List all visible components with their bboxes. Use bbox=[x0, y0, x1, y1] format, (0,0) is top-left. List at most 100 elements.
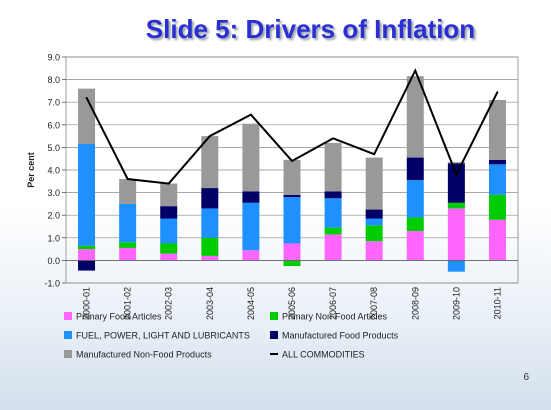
bar-manufactured-food-products bbox=[201, 188, 219, 209]
x-tick-label: 2000-01 bbox=[82, 287, 92, 320]
line-point bbox=[373, 153, 375, 155]
x-tick-label: 2009-10 bbox=[451, 287, 461, 320]
x-tick-label: 2005-06 bbox=[287, 287, 297, 320]
y-tick-label: 6.0 bbox=[47, 120, 60, 130]
bar-primary-non-food-articles bbox=[365, 225, 383, 242]
bar-manufactured-non-food-products bbox=[365, 157, 383, 210]
y-tick-label: 4.0 bbox=[47, 166, 60, 176]
bar-primary-non-food-articles bbox=[78, 245, 96, 250]
bar-manufactured-food-products bbox=[78, 260, 96, 271]
bar-primary-food-articles bbox=[406, 231, 424, 261]
bar-primary-non-food-articles bbox=[119, 242, 137, 248]
bar-manufactured-food-products bbox=[160, 206, 178, 219]
bar-primary-non-food-articles bbox=[447, 202, 465, 209]
bar-fuel-power-light-and-lubricants bbox=[283, 197, 301, 244]
slide-title: Slide 5: Drivers of Inflation bbox=[145, 14, 476, 44]
line-point bbox=[126, 178, 129, 180]
bar-manufactured-non-food-products bbox=[324, 142, 342, 192]
bar-fuel-power-light-and-lubricants bbox=[242, 202, 260, 251]
bar-manufactured-food-products bbox=[242, 191, 260, 203]
line-point bbox=[85, 96, 88, 99]
bar-primary-food-articles bbox=[447, 208, 465, 261]
bar-manufactured-food-products bbox=[324, 191, 342, 199]
bar-fuel-power-light-and-lubricants bbox=[406, 180, 424, 218]
bar-fuel-power-light-and-lubricants bbox=[324, 198, 342, 228]
bar-manufactured-non-food-products bbox=[78, 88, 96, 145]
page-number: 6 bbox=[523, 372, 529, 383]
legend-label: Manufactured Non-Food Products bbox=[76, 350, 212, 360]
bar-fuel-power-light-and-lubricants bbox=[447, 260, 465, 272]
bar-primary-food-articles bbox=[365, 241, 383, 261]
bar-primary-non-food-articles bbox=[283, 260, 301, 267]
bar-manufactured-non-food-products bbox=[119, 179, 137, 204]
line-point bbox=[167, 182, 170, 185]
line-point bbox=[209, 135, 211, 137]
x-tick-label: 2006-07 bbox=[328, 287, 338, 320]
bar-primary-non-food-articles bbox=[201, 237, 219, 256]
bar-manufactured-non-food-products bbox=[406, 76, 424, 158]
y-tick-label: 8.0 bbox=[47, 75, 60, 85]
legend-swatch bbox=[64, 331, 72, 339]
bar-primary-food-articles bbox=[283, 243, 301, 261]
bar-fuel-power-light-and-lubricants bbox=[488, 164, 506, 195]
x-tick-label: 2007-08 bbox=[369, 287, 379, 320]
bar-manufactured-non-food-products bbox=[201, 136, 219, 189]
legend-label: Primary Non-Food Articles bbox=[282, 312, 388, 322]
bar-manufactured-food-products bbox=[283, 194, 301, 198]
legend-label: Primary Food Articles bbox=[76, 312, 162, 322]
x-tick-label: 2008-09 bbox=[410, 287, 420, 320]
bar-primary-food-articles bbox=[119, 247, 137, 261]
bar-manufactured-non-food-products bbox=[283, 159, 301, 195]
bar-manufactured-non-food-products bbox=[447, 162, 465, 164]
bar-primary-food-articles bbox=[160, 253, 178, 261]
bar-primary-food-articles bbox=[324, 234, 342, 261]
line-point bbox=[332, 137, 334, 140]
bar-primary-non-food-articles bbox=[324, 227, 342, 235]
line-point bbox=[455, 173, 458, 176]
bar-fuel-power-light-and-lubricants bbox=[119, 203, 137, 243]
bar-fuel-power-light-and-lubricants bbox=[201, 208, 219, 238]
legend-swatch bbox=[64, 312, 72, 320]
bar-manufactured-food-products bbox=[365, 209, 383, 219]
legend-label: ALL COMMODITIES bbox=[282, 350, 365, 360]
line-point bbox=[250, 113, 252, 116]
legend-swatch bbox=[270, 331, 278, 339]
y-tick-label: 3.0 bbox=[47, 188, 60, 198]
y-axis-label: Per cent bbox=[26, 152, 36, 188]
bar-fuel-power-light-and-lubricants bbox=[365, 218, 383, 226]
line-point bbox=[291, 160, 293, 162]
bar-primary-non-food-articles bbox=[160, 243, 178, 254]
x-tick-label: 2004-05 bbox=[246, 287, 256, 320]
bar-manufactured-non-food-products bbox=[160, 183, 178, 207]
bar-primary-non-food-articles bbox=[488, 194, 506, 220]
legend-label: FUEL, POWER, LIGHT AND LUBRICANTS bbox=[76, 331, 250, 341]
bar-fuel-power-light-and-lubricants bbox=[160, 218, 178, 244]
bar-primary-food-articles bbox=[78, 249, 96, 261]
legend-swatch bbox=[270, 312, 278, 320]
bar-manufactured-food-products bbox=[488, 159, 506, 165]
y-tick-label: 2.0 bbox=[47, 211, 60, 221]
y-tick-label: -1.0 bbox=[44, 279, 60, 289]
bar-manufactured-food-products bbox=[447, 163, 465, 203]
bar-manufactured-food-products bbox=[406, 157, 424, 181]
bar-manufactured-non-food-products bbox=[488, 99, 506, 160]
x-tick-label: 2002-03 bbox=[164, 287, 174, 320]
bar-primary-non-food-articles bbox=[406, 217, 424, 232]
line-point bbox=[496, 91, 499, 93]
y-tick-label: 0.0 bbox=[47, 256, 60, 266]
legend-label: Manufactured Food Products bbox=[282, 331, 399, 341]
bar-primary-food-articles bbox=[242, 250, 260, 261]
bar-primary-food-articles bbox=[201, 255, 219, 261]
x-tick-label: 2001-02 bbox=[123, 287, 133, 320]
y-tick-label: 1.0 bbox=[47, 233, 60, 243]
line-point bbox=[414, 69, 417, 72]
legend-swatch bbox=[64, 350, 72, 358]
y-tick-label: 7.0 bbox=[47, 98, 60, 108]
x-tick-label: 2003-04 bbox=[205, 287, 215, 320]
bar-primary-food-articles bbox=[488, 219, 506, 261]
bar-fuel-power-light-and-lubricants bbox=[78, 144, 96, 246]
y-tick-label: 5.0 bbox=[47, 143, 60, 153]
y-tick-label: 9.0 bbox=[47, 53, 60, 63]
bar-manufactured-non-food-products bbox=[242, 123, 260, 192]
